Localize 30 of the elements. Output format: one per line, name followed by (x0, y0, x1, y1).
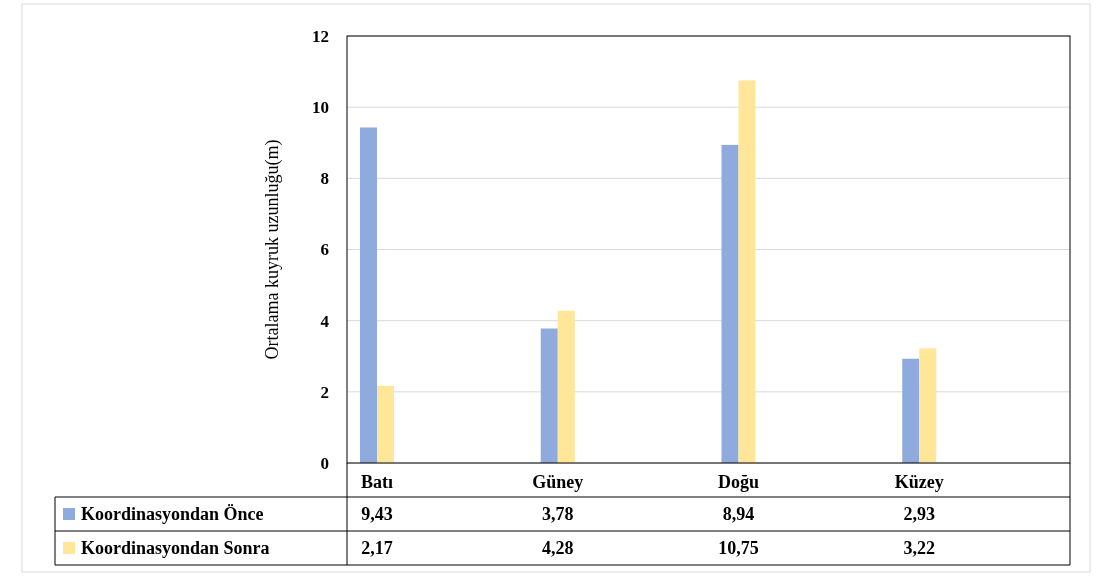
y-axis-title: Ortalama kuyruk uzunluğu(m) (262, 139, 283, 360)
bar (902, 358, 920, 463)
y-tick-label: 10 (312, 98, 329, 118)
bar (540, 328, 558, 463)
y-tick-label: 0 (320, 453, 329, 473)
data-label: 2,17 (361, 538, 393, 559)
x-tick-label: Batı (360, 472, 394, 493)
data-label: 3,22 (903, 538, 935, 559)
bar (738, 80, 756, 463)
x-tick-label: Küzey (894, 472, 944, 493)
data-label: 9,43 (361, 504, 393, 525)
data-label: 4,28 (542, 538, 574, 559)
bar (377, 385, 394, 463)
data-label: 8,94 (722, 504, 755, 525)
bar (721, 144, 739, 463)
y-tick-label: 8 (320, 169, 329, 189)
x-tick-label: Doğu (717, 472, 760, 493)
data-label: 3,78 (542, 504, 574, 525)
data-label: 10,75 (718, 538, 759, 559)
bar (919, 348, 937, 463)
y-tick-label: 4 (320, 311, 330, 331)
x-tick-label: Güney (532, 472, 584, 493)
y-tick-label: 6 (320, 240, 329, 260)
bar (360, 127, 377, 463)
legend-label: Koordinasyondan Sonra (81, 538, 270, 559)
data-label: 2,93 (903, 504, 935, 525)
bar (557, 310, 575, 463)
y-tick-label: 12 (312, 26, 329, 46)
y-tick-label: 2 (320, 382, 329, 402)
legend-label: Koordinasyondan Önce (81, 504, 264, 525)
